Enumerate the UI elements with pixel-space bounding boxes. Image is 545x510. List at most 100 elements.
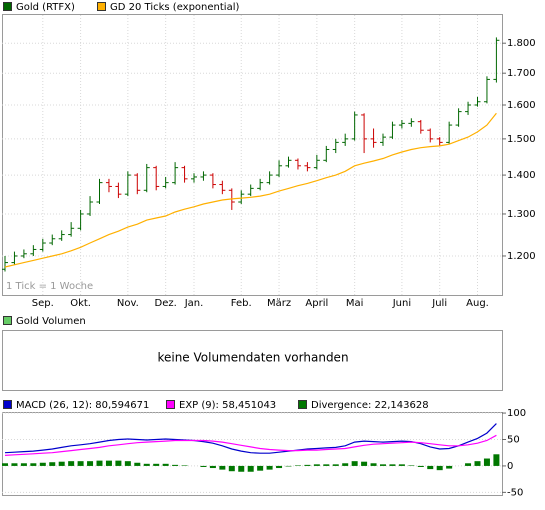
ohlc-bar: [68, 222, 75, 237]
ohlc-bar: [398, 119, 405, 129]
ohlc-bar: [380, 133, 386, 146]
ohlc-bar: [77, 209, 84, 231]
x-tick-label: April: [305, 298, 328, 309]
y-tick-label: 1.800: [507, 38, 536, 49]
ohlc-bar: [134, 173, 141, 195]
divergence-bar: [474, 461, 481, 466]
ohlc-bar: [483, 76, 490, 104]
x-tick-label: Nov.: [117, 298, 139, 309]
divergence-bar: [313, 464, 320, 466]
y-tick-label: 1.700: [507, 68, 536, 79]
divergence-bar: [427, 465, 434, 470]
divergence-bar: [58, 461, 65, 466]
divergence-bar: [465, 463, 472, 466]
divergence-bar: [2, 463, 8, 466]
x-tick-label: Feb.: [231, 298, 252, 309]
legend-swatch: [298, 400, 307, 409]
legend-swatch: [3, 400, 12, 409]
ohlc-bar: [238, 190, 245, 204]
ohlc-bar: [11, 251, 18, 265]
ohlc-bar: [39, 238, 46, 252]
divergence-bar: [332, 464, 339, 466]
divergence-bar: [68, 461, 75, 466]
legend-swatch: [3, 2, 12, 11]
legend-label: Gold (RTFX): [16, 2, 75, 13]
divergence-bar: [143, 463, 150, 466]
divergence-bar: [30, 463, 37, 466]
divergence-bar: [11, 463, 18, 466]
ohlc-bar: [313, 154, 320, 170]
volume-message: keine Volumendaten vorhanden: [157, 351, 348, 365]
divergence-bar: [181, 465, 188, 466]
divergence-bar: [351, 461, 358, 466]
ohlc-bar: [87, 196, 94, 216]
divergence-bar: [172, 464, 179, 466]
ohlc-bar: [2, 255, 8, 272]
divergence-bar: [446, 465, 453, 469]
y-tick-label: 0: [507, 461, 513, 472]
x-tick-label: Aug.: [466, 298, 489, 309]
divergence-bar: [39, 462, 46, 466]
divergence-bar: [87, 461, 94, 466]
divergence-bar: [323, 464, 330, 466]
divergence-bar: [257, 465, 264, 471]
x-tick-label: Dez.: [155, 298, 177, 309]
divergence-bar: [153, 463, 160, 466]
legend-label: Gold Volumen: [16, 316, 86, 327]
divergence-bar: [96, 460, 103, 466]
x-tick-label: Okt.: [70, 298, 91, 309]
ohlc-bar: [181, 165, 188, 183]
divergence-bar: [436, 465, 443, 471]
divergence-bar: [20, 463, 27, 466]
legend-swatch: [166, 400, 175, 409]
ohlc-bar: [304, 162, 311, 172]
divergence-bar: [361, 461, 368, 466]
divergence-bar: [304, 464, 311, 466]
y-tick-label: -50: [507, 487, 523, 498]
y-tick-label: 1.400: [507, 170, 536, 181]
ohlc-bar: [219, 180, 226, 195]
ohlc-bar: [465, 101, 472, 115]
legend-label: Divergence: 22,143628: [311, 400, 429, 411]
y-tick-label: 1.600: [507, 100, 536, 111]
y-tick-label: 1.300: [507, 209, 536, 220]
macd-frame: [2, 412, 503, 496]
ohlc-bar: [58, 230, 65, 241]
legend-swatch: [3, 316, 12, 325]
divergence-bar: [134, 462, 141, 466]
divergence-bar: [247, 465, 254, 472]
x-tick-label: Juli: [431, 298, 447, 309]
ohlc-bar: [20, 249, 27, 259]
ohlc-bar: [115, 182, 122, 199]
y-tick-label: 100: [507, 408, 526, 419]
ohlc-bar: [30, 245, 37, 256]
ohlc-bar: [332, 138, 339, 154]
divergence-bar: [342, 463, 349, 466]
legend-label: GD 20 Ticks (exponential): [110, 2, 239, 13]
ohlc-bar: [474, 96, 481, 107]
ohlc-bar: [49, 234, 56, 246]
divergence-bar: [370, 463, 377, 466]
ohlc-bar: [153, 165, 160, 191]
ohlc-bar: [436, 137, 443, 146]
ohlc-bar: [361, 113, 368, 154]
divergence-bar: [219, 465, 226, 470]
ohlc-bar: [247, 184, 254, 197]
divergence-bar: [285, 465, 292, 467]
ohlc-bar: [105, 178, 112, 193]
divergence-bar: [398, 464, 405, 466]
y-tick-label: 1.500: [507, 134, 536, 145]
legend-label: MACD (26, 12): 80,594671: [16, 400, 149, 411]
legend-swatch: [97, 2, 106, 11]
divergence-bar: [276, 465, 283, 469]
divergence-bar: [115, 460, 122, 466]
ohlc-bar: [427, 128, 434, 143]
ohlc-bar: [389, 121, 396, 139]
ohlc-bar: [285, 156, 292, 168]
x-tick-label: März: [267, 298, 291, 309]
ohlc-bar: [266, 171, 273, 185]
divergence-bar: [209, 465, 216, 469]
ohlc-bar: [446, 121, 453, 145]
price-frame: [2, 14, 503, 296]
